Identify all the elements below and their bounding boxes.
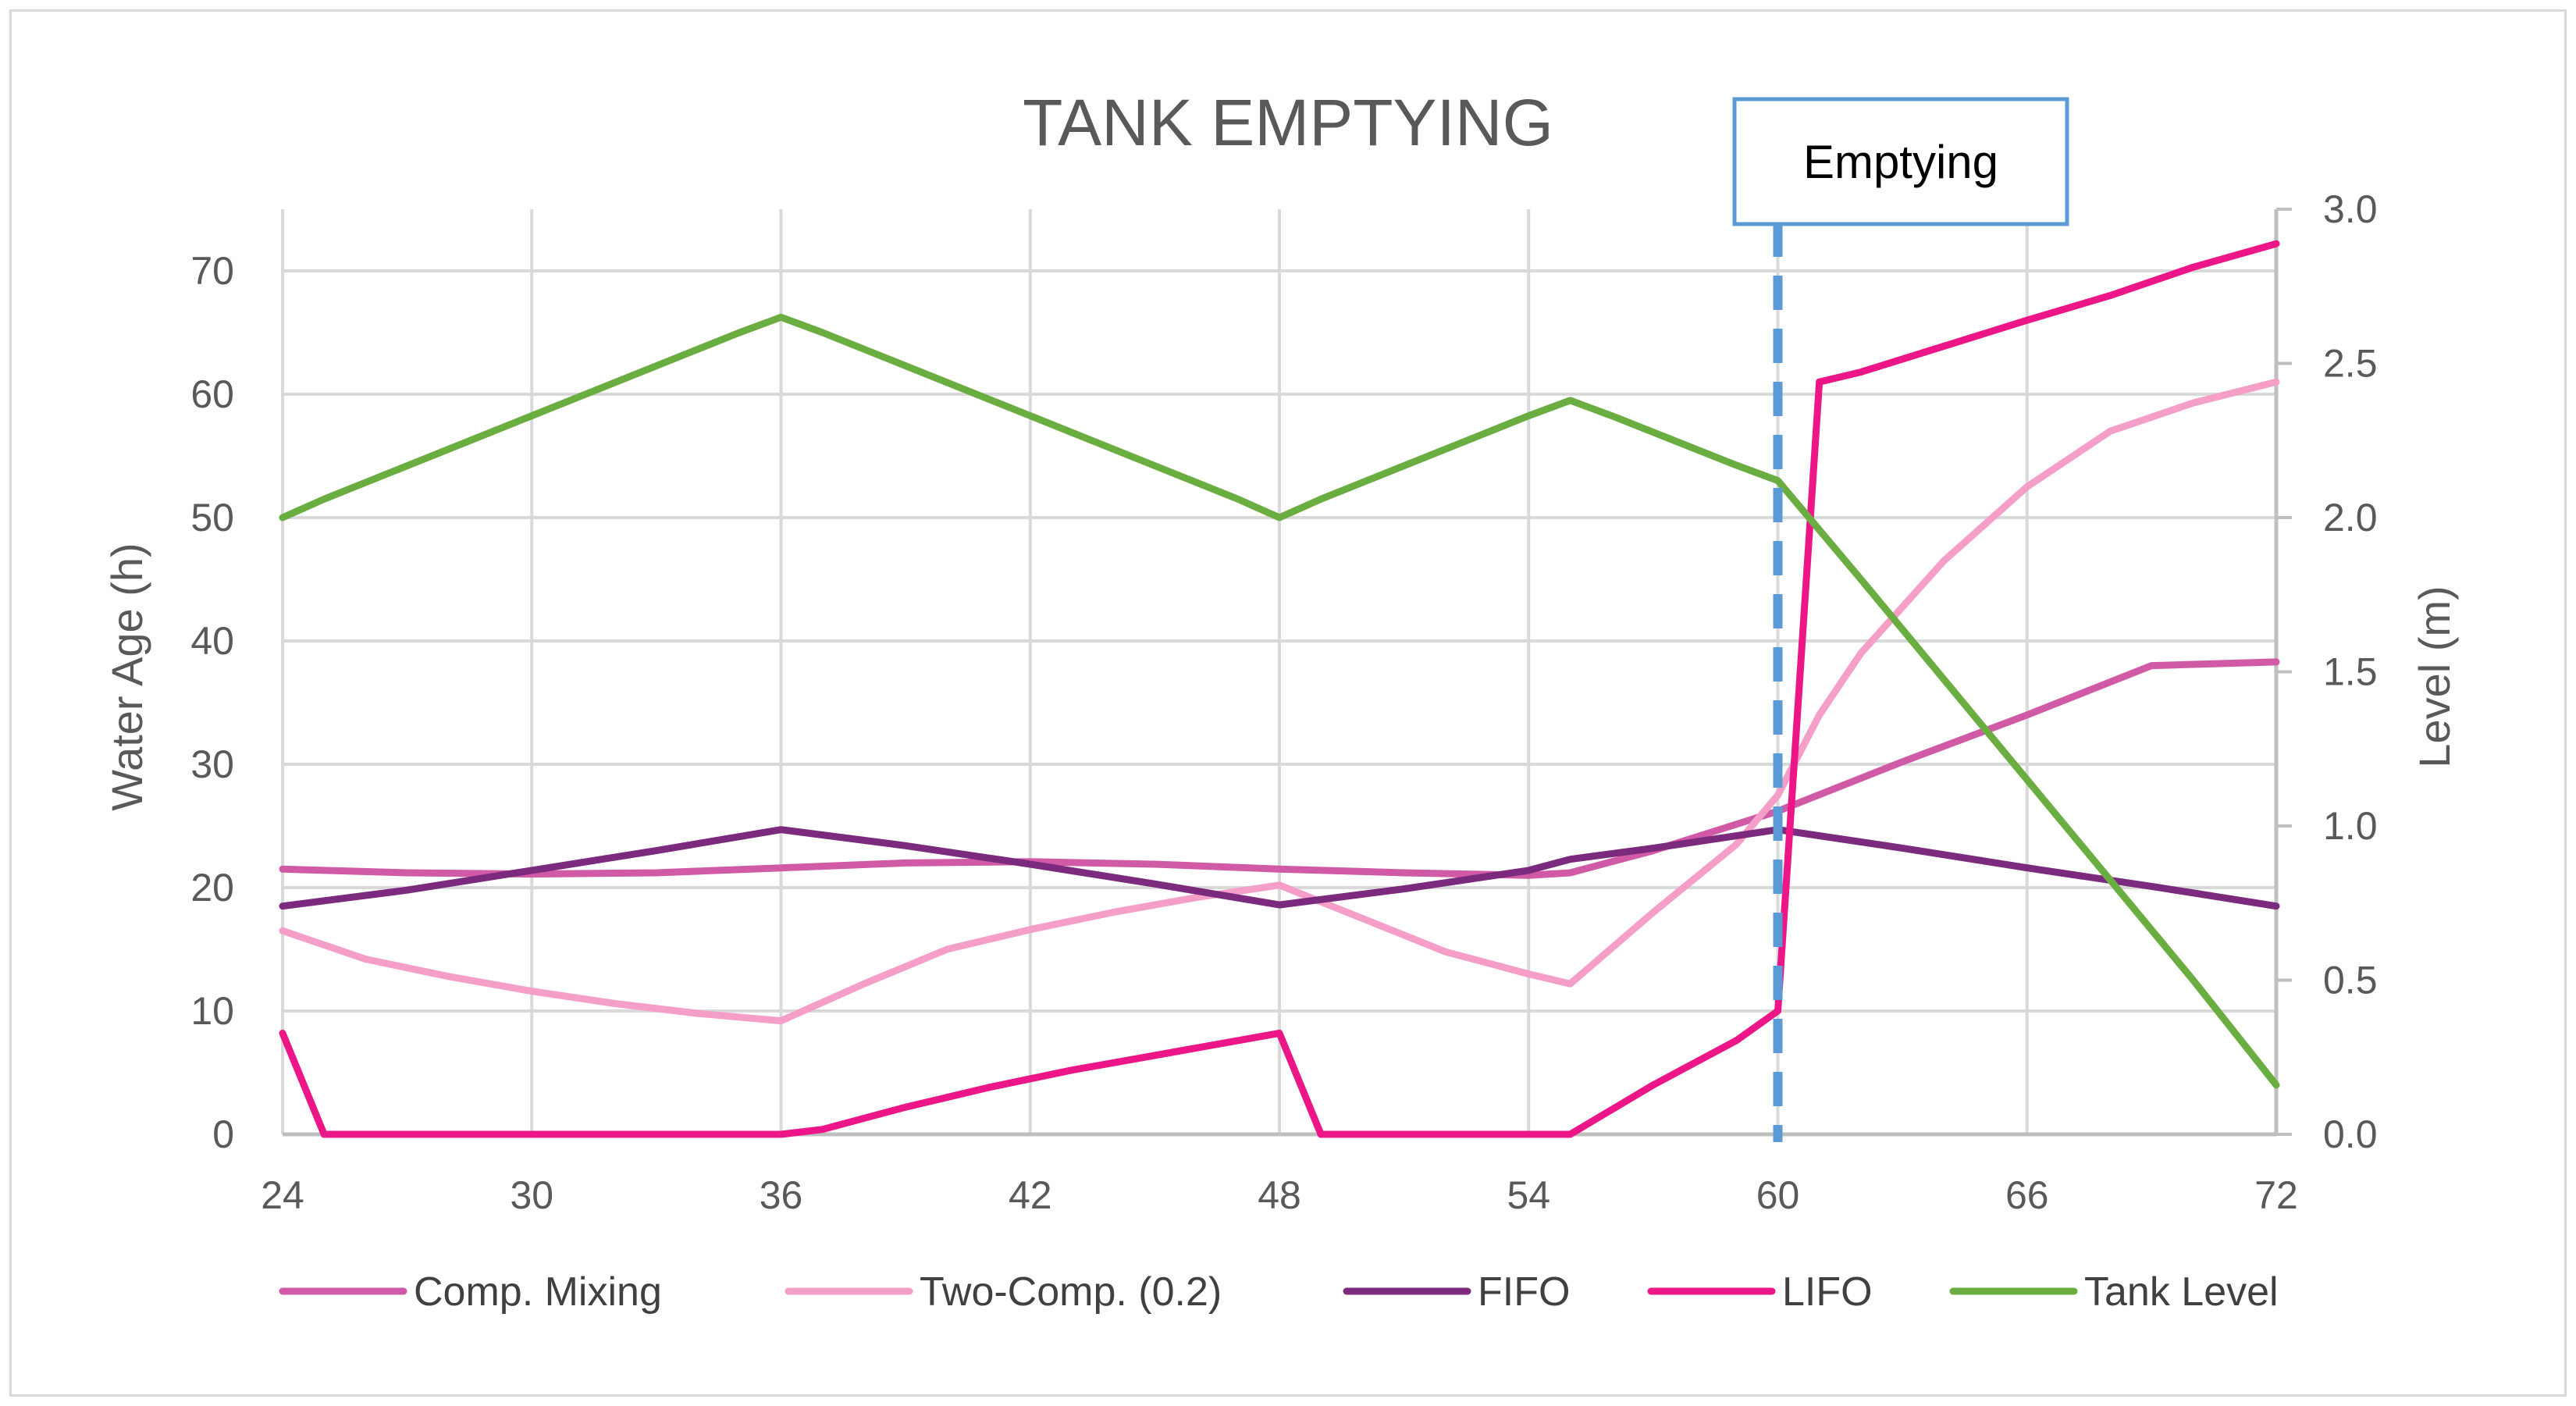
legend-label-comp-mixing: Comp. Mixing [414, 1269, 662, 1315]
series-line-comp-mixing [279, 658, 2280, 879]
y-tick-label: 70 [190, 249, 234, 293]
y2-tick-label: 2.5 [2323, 342, 2378, 386]
legend-label-tank-level: Tank Level [2084, 1269, 2279, 1315]
series [279, 240, 2280, 1138]
y2-tick-label: 0.5 [2323, 959, 2378, 1002]
legend-label-two-comp-0-2: Two-Comp. (0.2) [920, 1269, 1222, 1315]
x-tick-label: 48 [1258, 1173, 1301, 1217]
y2-tick-label: 3.0 [2323, 187, 2378, 231]
y-tick-label: 50 [190, 496, 234, 539]
y-tick-label: 60 [190, 372, 234, 416]
x-tick-label: 30 [510, 1173, 553, 1217]
x-tick-label: 24 [261, 1173, 304, 1217]
series-line-two-comp-0-2 [279, 378, 2280, 1025]
chart-frame [9, 9, 2567, 1397]
y-tick-label: 20 [190, 866, 234, 909]
x-tick-label: 60 [1756, 1173, 1800, 1217]
series-line-tank-level [279, 313, 2280, 1089]
legend-label-lifo: LIFO [1782, 1269, 1873, 1315]
y-tick-label: 30 [190, 742, 234, 786]
y-tick-label: 10 [190, 989, 234, 1033]
x-tick-label: 72 [2254, 1173, 2298, 1217]
y-tick-label: 0 [212, 1112, 234, 1156]
x-tick-label: 66 [2005, 1173, 2049, 1217]
x-tick-label: 42 [1009, 1173, 1052, 1217]
series-line-fifo [279, 826, 2280, 910]
legend: Comp. Mixing Two-Comp. (0.2) FIFO LIFO Tank … [279, 1269, 2279, 1315]
axes: 24 30 36 42 48 54 60 66 72 0 10 20 30 40 50 60 70 0.0 0.5 1… [190, 187, 2377, 1217]
x-tick-label: 54 [1507, 1173, 1550, 1217]
emptying-annotation: Emptying [1732, 97, 2069, 1142]
y-tick-label: 40 [190, 619, 234, 663]
series-line-lifo [279, 240, 2280, 1138]
y2-axis-title: Level (m) [2410, 586, 2459, 767]
emptying-label: Emptying [1803, 136, 1998, 188]
emptying-label-box [1732, 97, 2069, 226]
y-axis-title: Water Age (h) [102, 543, 151, 810]
chart-title: TANK EMPTYING [1023, 86, 1553, 159]
y2-tick-label: 2.0 [2323, 496, 2378, 539]
y2-tick-label: 1.0 [2323, 804, 2378, 848]
x-tick-label: 36 [760, 1173, 803, 1217]
legend-label-fifo: FIFO [1478, 1269, 1570, 1315]
y2-tick-label: 1.5 [2323, 650, 2378, 694]
y2-tick-label: 0.0 [2323, 1112, 2378, 1156]
